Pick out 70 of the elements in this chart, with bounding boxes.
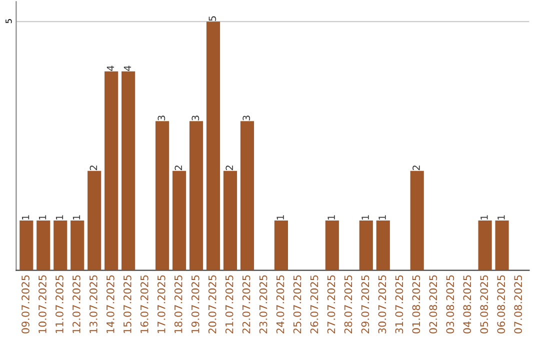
bar [495,220,509,270]
x-tick-label: 16.07.2025 [140,275,148,333]
data-label: 1 [378,215,386,220]
data-label: 2 [90,166,98,170]
x-tick-label: 06.08.2025 [497,275,506,334]
bar [36,220,50,270]
x-tick-label: 31.07.2025 [395,275,404,334]
bar [70,220,84,270]
data-label: 3 [158,116,166,120]
x-tick-label: 13.07.2025 [89,275,98,333]
x-tick-label: 11.07.2025 [56,275,64,333]
data-label: 1 [38,215,46,220]
x-tick-label: 07.08.2025 [514,275,522,334]
data-label: 1 [480,215,488,220]
data-label: 1 [276,215,284,220]
data-label: 2 [226,166,233,170]
x-tick-label: 04.08.2025 [463,275,472,334]
data-label: 4 [106,66,114,71]
bar [54,220,68,270]
x-tick-label: 25.07.2025 [293,275,302,334]
bar [206,22,220,270]
data-label: 3 [192,116,200,120]
x-tick-label: 15.07.2025 [123,275,132,333]
bar [376,220,390,270]
bar [88,170,102,270]
bar [172,170,186,270]
bar [359,220,373,270]
x-tick-label: 22.07.2025 [242,275,250,334]
bar [410,170,424,270]
bar [240,121,254,270]
x-tick-label: 27.07.2025 [327,275,336,334]
bar [155,121,170,270]
data-label: 1 [498,215,505,220]
x-tick-label: 29.07.2025 [361,275,370,334]
x-tick-label: 19.07.2025 [191,275,200,333]
x-tick-label: 10.07.2025 [38,275,46,333]
x-tick-label: 28.07.2025 [344,275,352,334]
x-tick-label: 14.07.2025 [106,275,114,333]
x-tick-label: 17.07.2025 [157,275,166,333]
x-tick-label: 20.07.2025 [208,275,216,334]
data-label: 2 [174,166,182,170]
x-tick-label: 18.07.2025 [174,275,182,333]
bar [20,220,34,270]
x-tick-label: 23.07.2025 [259,275,268,334]
bar [104,71,118,270]
x-tick-label: 02.08.2025 [429,275,438,334]
data-label: 5 [208,16,216,21]
data-label: 1 [72,215,80,220]
data-label: 1 [56,215,64,220]
bar [325,220,339,270]
bar [122,71,136,270]
x-tick-label: 01.08.2025 [412,275,420,334]
x-tick-label: 30.07.2025 [378,275,386,334]
bar [223,170,238,270]
x-tick-label: 09.07.2025 [22,275,30,334]
data-label: 1 [22,215,30,220]
bar [274,220,288,270]
x-tick-label: 03.08.2025 [446,275,454,334]
x-tick-label: 24.07.2025 [276,275,284,334]
data-label: 3 [242,116,250,120]
bar [478,220,492,270]
bar [189,121,204,270]
x-tick-label: 26.07.2025 [310,275,318,334]
data-label: 1 [362,215,369,220]
data-label: 2 [412,166,420,170]
data-label: 4 [124,66,131,71]
data-label: 1 [328,215,335,220]
x-tick-label: 12.07.2025 [72,275,80,333]
x-tick-label: 05.08.2025 [480,275,488,334]
x-tick-label: 21.07.2025 [225,275,234,334]
